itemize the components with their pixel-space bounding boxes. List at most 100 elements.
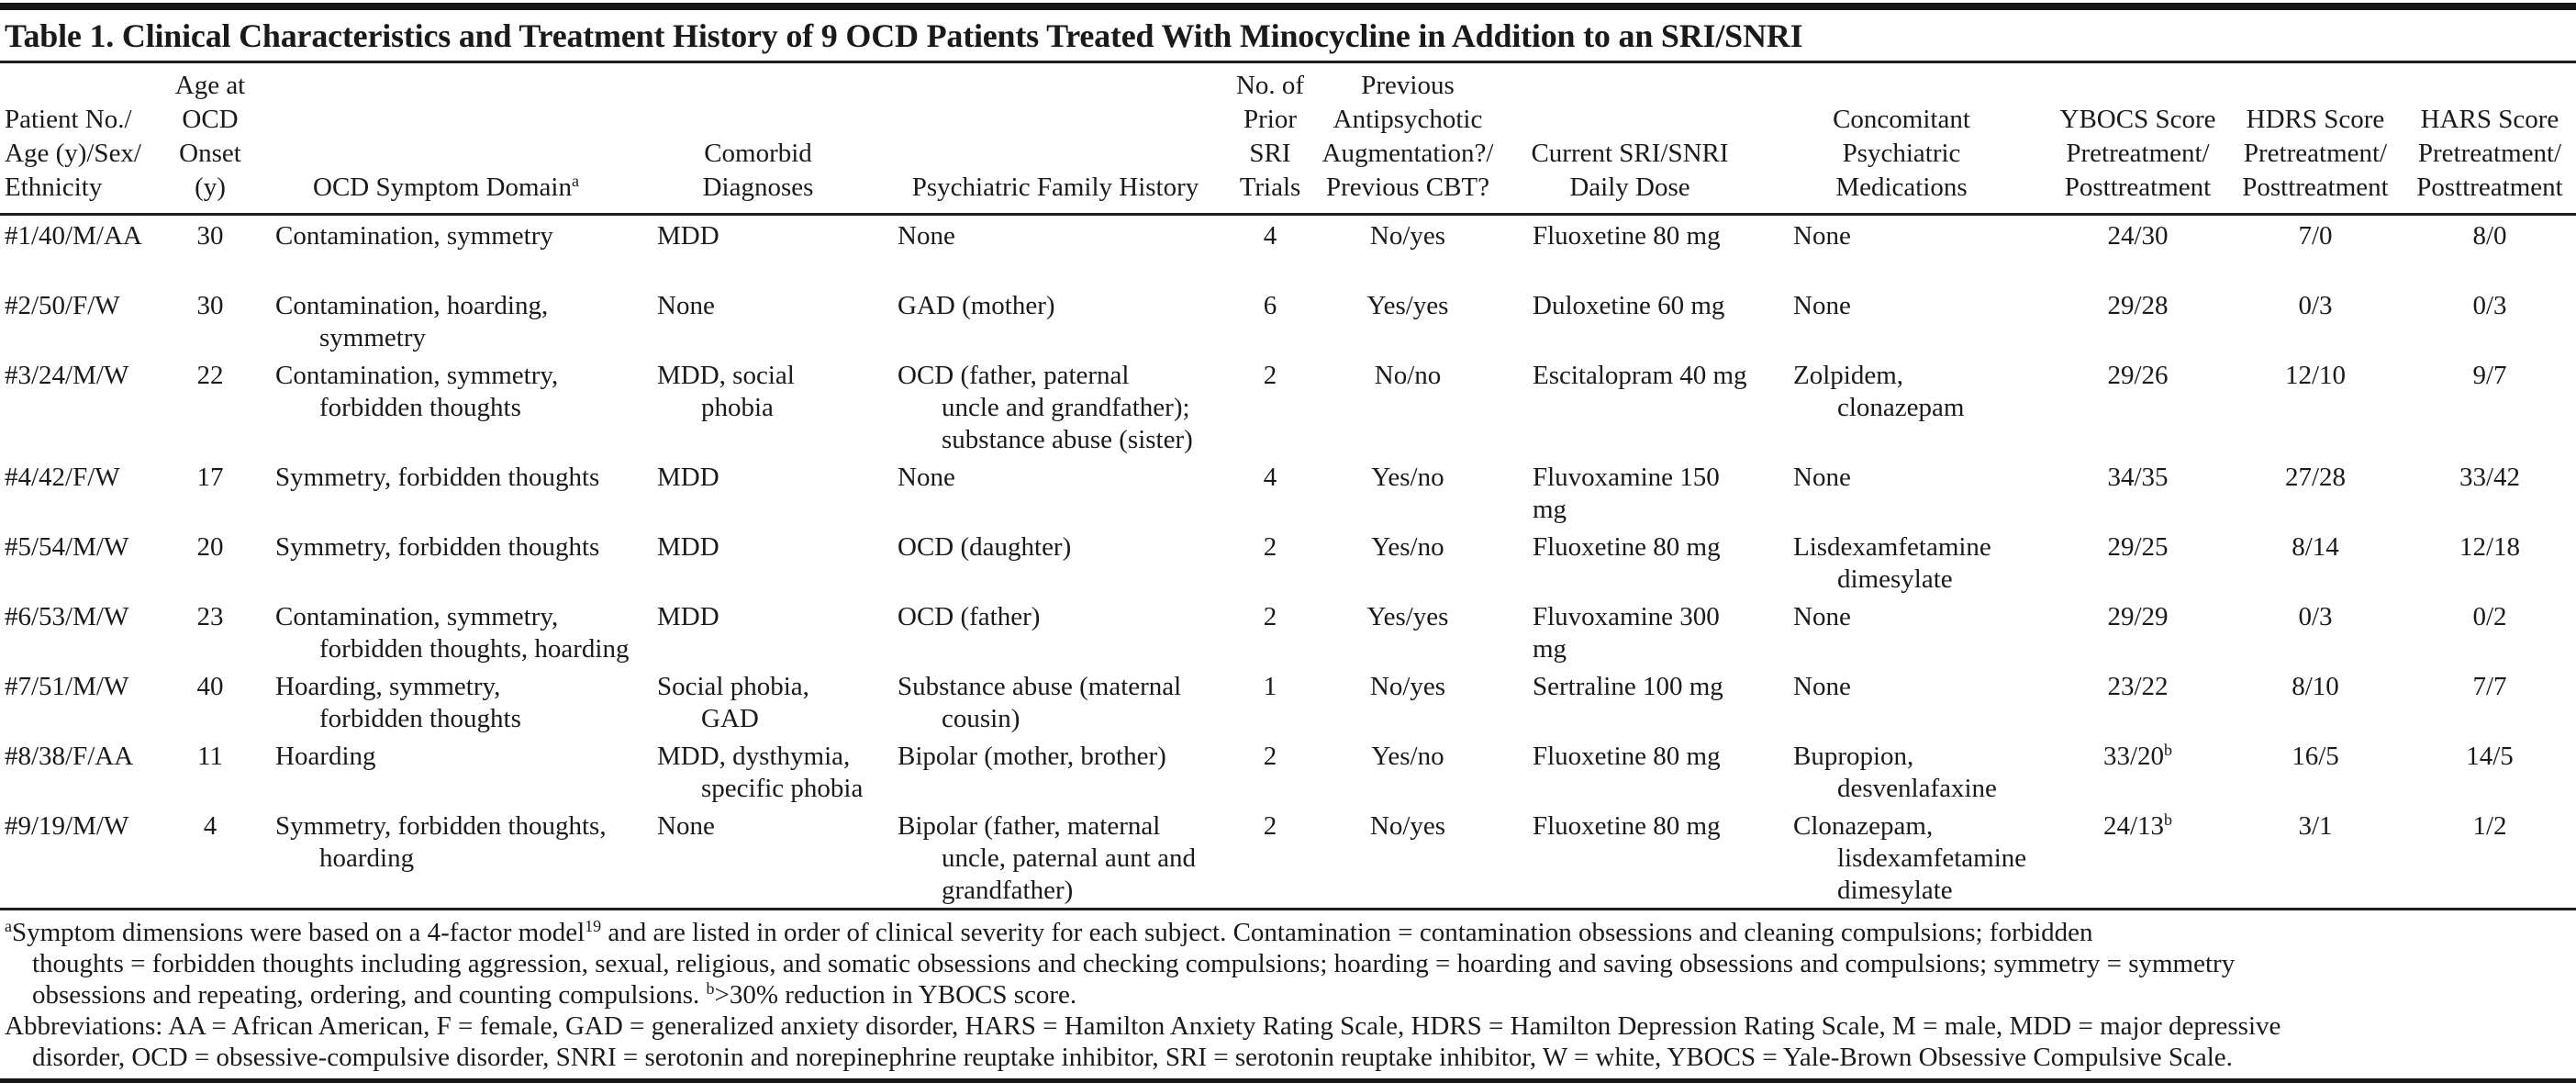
table-cell: 1/2 [2472,811,2507,841]
table-cell: 29/25 [2107,532,2169,562]
table-cell: 22 [196,361,224,390]
table-cell: 8/0 [2472,221,2507,251]
table-cell: 33/42 [2459,463,2521,492]
table-cell: #9/19/M/W [5,811,129,841]
table-cell: Fluoxetine 80 mg [1533,532,1721,562]
column-header-ybocs: YBOCS Score Pretreatment/Posttreatment [2048,63,2227,216]
bottom-rule [0,1078,2576,1083]
table-cell: Yes/yes [1366,602,1449,631]
table-cell: Contamination, symmetry, forbidden though… [275,602,630,664]
table-cell: Zolpidem, clonazepam [1793,361,1965,422]
table-cell: 2 [1263,361,1277,390]
table-header: Patient No./Age (y)/Sex/Ethnicity Age at O… [0,63,2576,216]
table-cell: Contamination, hoarding, symmetry [275,291,549,352]
table-cell: 24/30 [2107,221,2169,251]
table-cell: Symmetry, forbidden thoughts [275,532,600,562]
table-cell: None [1793,291,1851,320]
column-header-previous-augmentation: Previous Antipsychotic Augmentation?/Previ… [1310,63,1505,216]
table-cell: Contamination, symmetry, forbidden though… [275,361,559,422]
table-cell: Bipolar (father, maternal uncle, paternal… [898,811,1196,905]
table-cell: 11 [197,742,223,771]
table-cell: MDD [657,463,719,492]
table-cell: Yes/no [1371,463,1444,492]
table-cell: OCD (father) [898,602,1041,631]
table-cell: 12/10 [2284,361,2347,390]
table-cell: None [1793,221,1851,251]
table-cell: None [1793,672,1851,701]
table-cell: Sertraline 100 mg [1533,672,1723,701]
table-cell: No/yes [1369,221,1446,251]
footnote-abbreviations: Abbreviations: AA = African American, F … [5,1011,2281,1072]
table-cell: 0/3 [2298,291,2333,320]
table-cell: MDD [657,532,719,562]
table-cell: No/yes [1369,672,1446,701]
footnote-symptom-dimensions: aSymptom dimensions were based on a 4-fa… [5,917,2236,1010]
table-cell: #1/40/M/AA [5,221,142,251]
column-header-hars: HARS Score Pretreatment/Posttreatment [2403,63,2576,216]
table-cell: 7/7 [2472,672,2507,701]
table-row: #8/38/F/AA 11 Hoarding MDD, dysthymia, speci… [0,736,2576,806]
table-cell: #8/38/F/AA [5,742,134,771]
column-header-symptom-domain: OCD Symptom Domaina [257,63,635,216]
table-row: #3/24/M/W 22 Contamination, symmetry, forbi… [0,355,2576,457]
table-cell: 29/26 [2107,361,2169,390]
table-cell: Fluoxetine 80 mg [1533,742,1721,771]
table-row: #2/50/F/W 30 Contamination, hoarding, symme… [0,285,2576,355]
table-row: #7/51/M/W 40 Hoarding, symmetry, forbidden … [0,666,2576,736]
table-cell: 3/1 [2298,811,2333,841]
table-cell: None [657,811,715,841]
table-cell: 29/29 [2107,602,2169,631]
table-cell: 8/10 [2292,672,2339,701]
table-cell: Fluoxetine 80 mg [1533,221,1721,251]
table-cell: Contamination, symmetry [275,221,553,251]
clinical-characteristics-table: Patient No./Age (y)/Sex/Ethnicity Age at O… [0,63,2576,908]
table-cell: Social phobia, GAD [657,672,809,733]
table-cell: None [1793,602,1851,631]
table-cell: Yes/no [1371,532,1444,562]
table-cell: OCD (father, paternal uncle and grandfath… [898,361,1193,454]
top-rule [0,3,2576,10]
table-cell: MDD [657,602,719,631]
table-cell: Fluvoxamine 300 mg [1533,602,1720,664]
table-cell: 23/22 [2107,672,2169,701]
footnote-rule [0,908,2576,910]
table-cell: 4 [1263,463,1277,492]
table-cell: 17 [196,463,224,492]
table-cell: Duloxetine 60 mg [1533,291,1725,320]
table-cell: 20 [196,532,224,562]
column-header-comorbid-diagnoses: Comorbid Diagnoses [635,63,881,216]
table-cell: None [657,291,715,320]
table-cell: 12/18 [2459,532,2521,562]
table-cell: 4 [203,811,217,841]
table-cell: Substance abuse (maternal cousin) [898,672,1182,733]
table-cell: 30 [196,221,224,251]
table-cell: GAD (mother) [898,291,1055,320]
table-cell: Fluvoxamine 150 mg [1533,463,1720,524]
table-row: #5/54/M/W 20 Symmetry, forbidden thoughts M… [0,527,2576,597]
table-cell: 2 [1263,742,1277,771]
table-row: #6/53/M/W 23 Contamination, symmetry, forbi… [0,597,2576,666]
table-cell: 2 [1263,811,1277,841]
table-cell: 2 [1263,532,1277,562]
table-cell: 2 [1263,602,1277,631]
table-cell: Symmetry, forbidden thoughts, hoarding [275,811,607,873]
table-title: Table 1. Clinical Characteristics and Tr… [5,17,1803,54]
table-cell: None [1793,463,1851,492]
table-cell: Hoarding, symmetry, forbidden thoughts [275,672,521,733]
title-rule [0,61,2576,63]
table-row: #4/42/F/W 17 Symmetry, forbidden thoughts M… [0,457,2576,527]
table-cell: 33/20b [2102,741,2173,771]
table-cell: 6 [1263,291,1277,320]
table-cell: 23 [196,602,224,631]
column-header-concomitant-medications: Concomitant Psychiatric Medications [1755,63,2048,216]
table-cell: #7/51/M/W [5,672,129,701]
table-cell: 30 [196,291,224,320]
table-cell: 9/7 [2472,361,2507,390]
table-cell: No/no [1374,361,1442,390]
table-cell: Clonazepam, lisdexamfetamine dimesylate [1793,811,2027,905]
table-cell: OCD (daughter) [898,532,1072,562]
header-row: Patient No./Age (y)/Sex/Ethnicity Age at O… [0,63,2576,216]
table-cell: Yes/no [1371,742,1444,771]
table-cell: #6/53/M/W [5,602,129,631]
